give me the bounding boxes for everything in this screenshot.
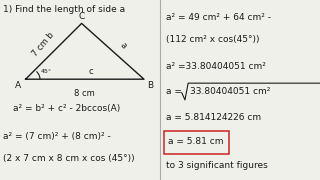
Text: 45°: 45° xyxy=(41,69,52,74)
Text: 33.80404051 cm²: 33.80404051 cm² xyxy=(190,87,271,96)
Text: a =: a = xyxy=(166,87,182,96)
Text: B: B xyxy=(147,81,153,90)
Text: a² = (7 cm)² + (8 cm)² -: a² = (7 cm)² + (8 cm)² - xyxy=(3,132,111,141)
Text: 8 cm: 8 cm xyxy=(75,89,95,98)
Text: C: C xyxy=(78,12,85,21)
Text: a² = 49 cm² + 64 cm² -: a² = 49 cm² + 64 cm² - xyxy=(166,14,271,22)
Text: (112 cm² x cos(45°)): (112 cm² x cos(45°)) xyxy=(166,35,260,44)
Text: a² = b² + c² - 2bccos(A): a² = b² + c² - 2bccos(A) xyxy=(13,103,120,112)
Text: to 3 significant figures: to 3 significant figures xyxy=(166,161,268,170)
Text: a: a xyxy=(118,41,128,51)
Text: A: A xyxy=(14,81,21,90)
Text: (2 x 7 cm x 8 cm x cos (45°)): (2 x 7 cm x 8 cm x cos (45°)) xyxy=(3,154,135,163)
Text: a = 5.814124226 cm: a = 5.814124226 cm xyxy=(166,112,261,122)
Text: 7 cm b: 7 cm b xyxy=(30,30,56,58)
Text: 1) Find the length of side a: 1) Find the length of side a xyxy=(3,5,125,14)
Text: c: c xyxy=(89,68,93,76)
Text: a = 5.81 cm: a = 5.81 cm xyxy=(168,137,223,146)
Text: a² =33.80404051 cm²: a² =33.80404051 cm² xyxy=(166,62,266,71)
